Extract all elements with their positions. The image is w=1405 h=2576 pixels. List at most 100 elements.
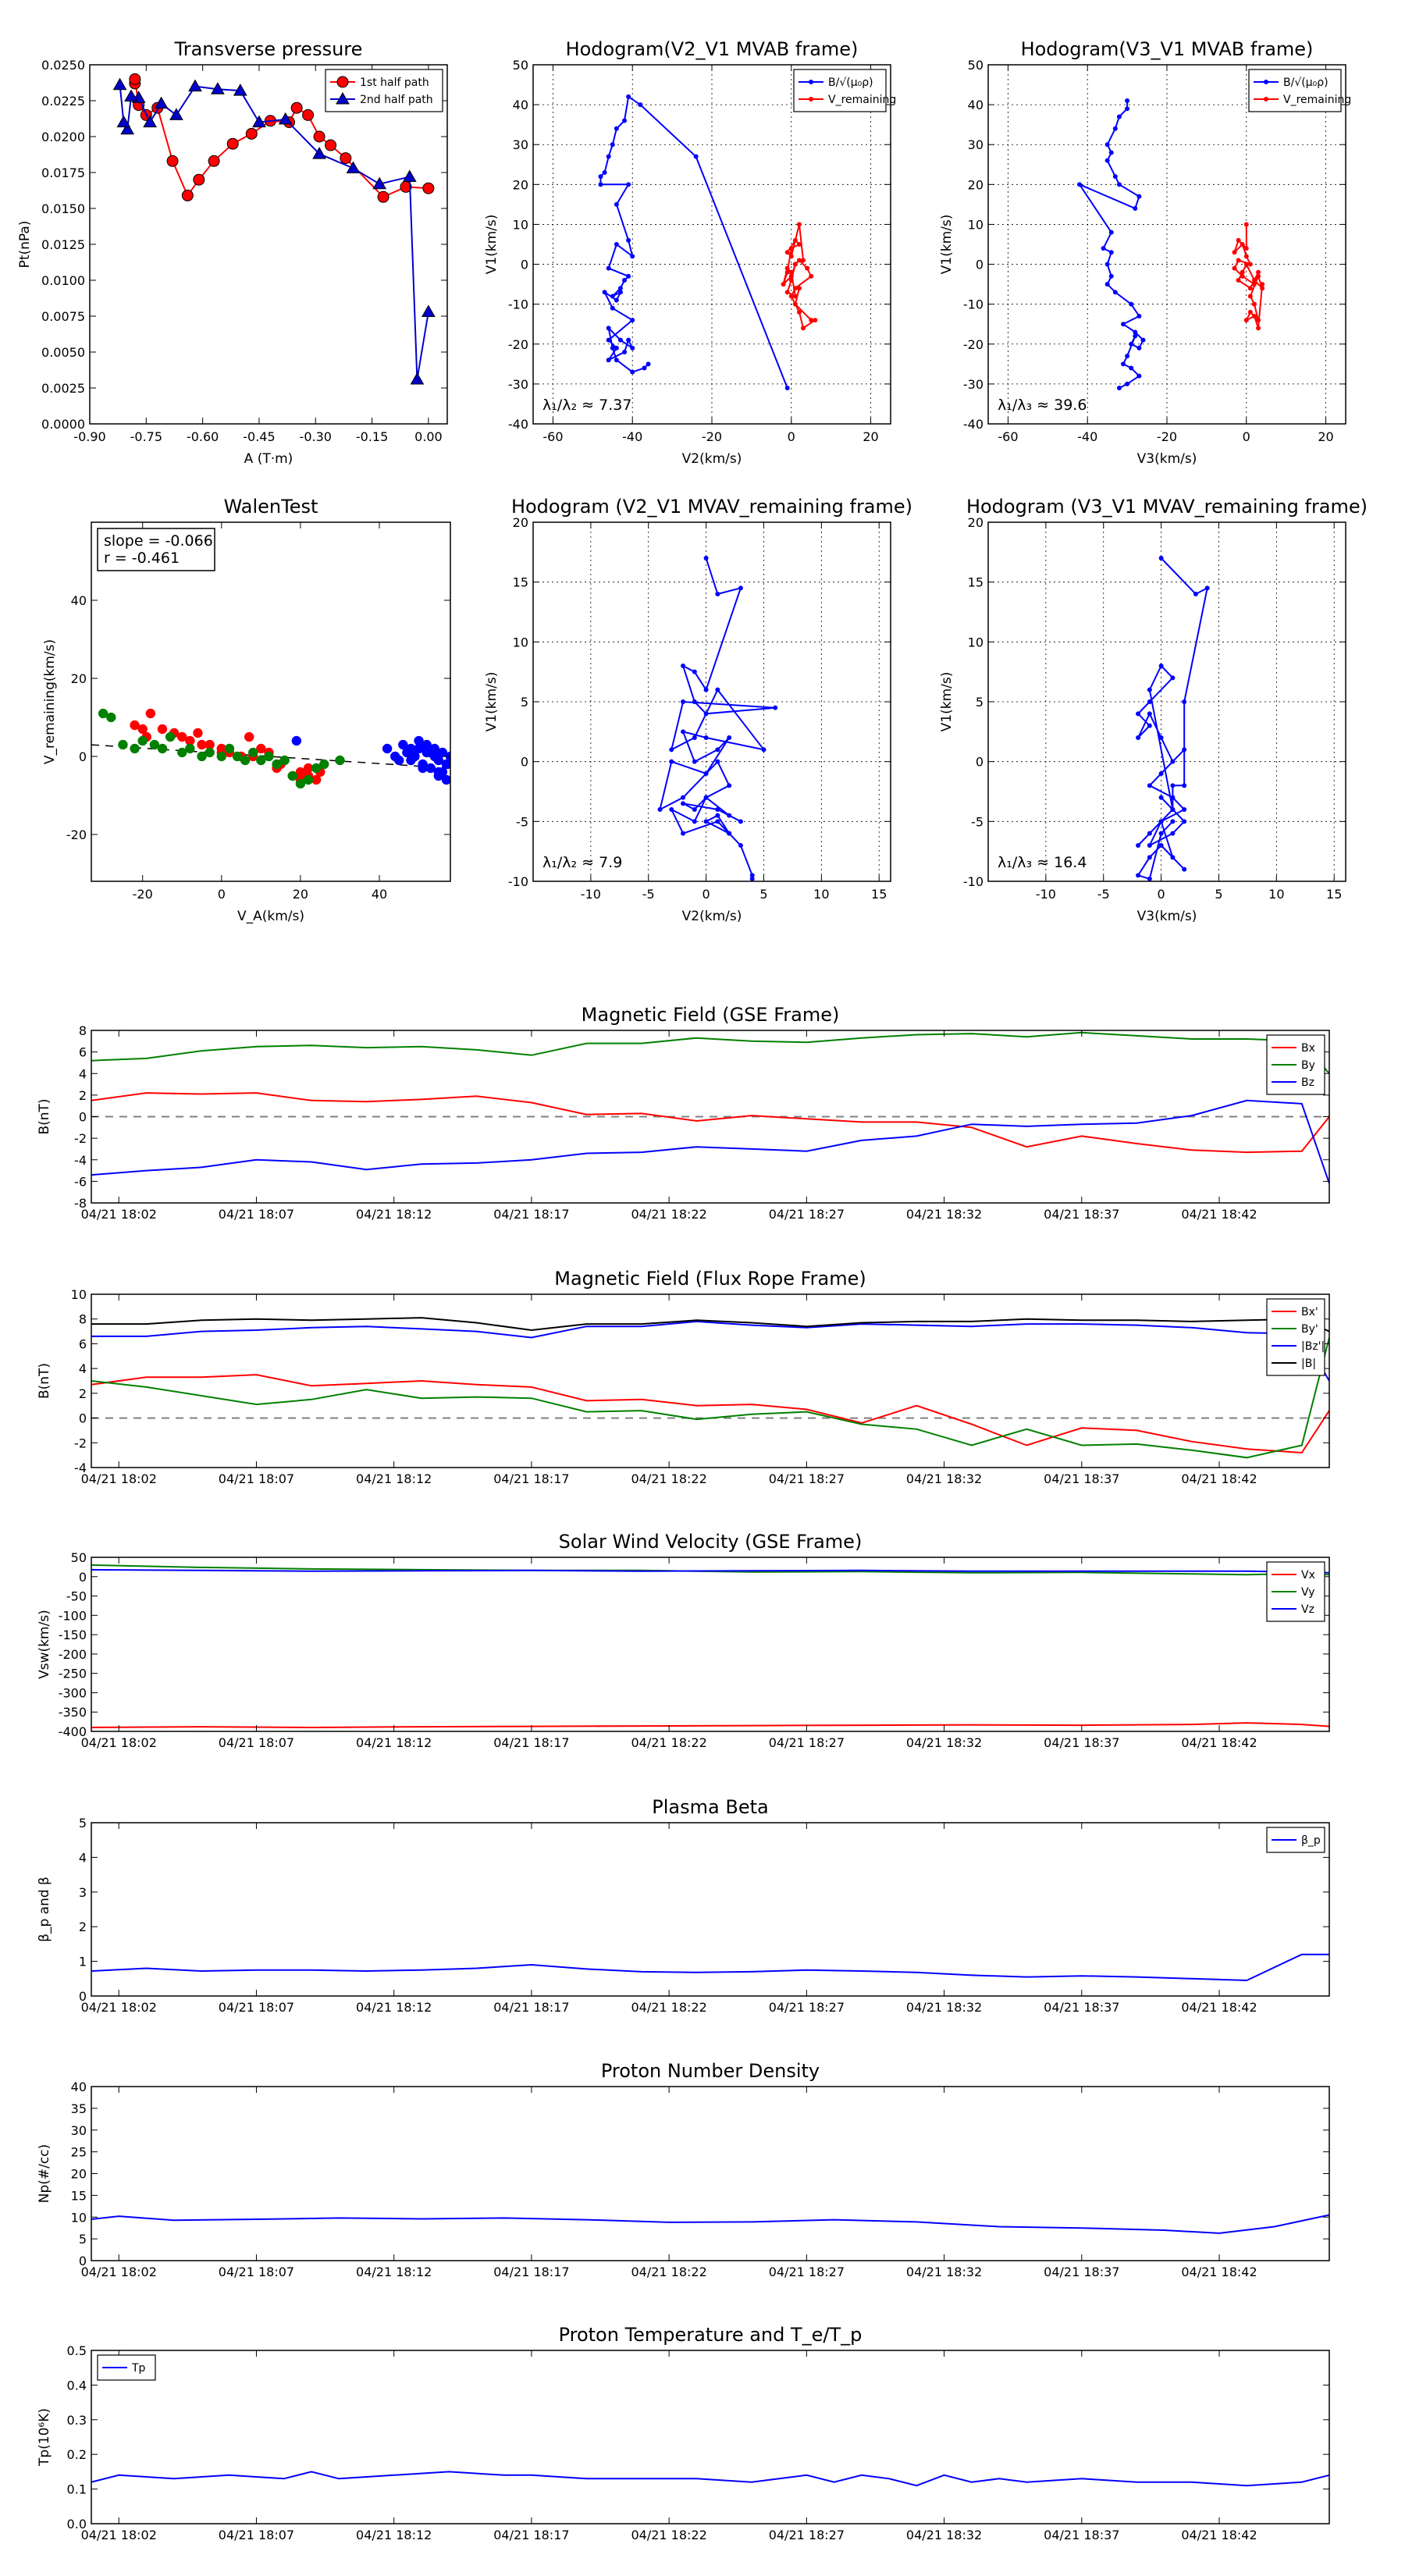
data-point-2 bbox=[1204, 585, 1210, 591]
data-point-23 bbox=[406, 743, 416, 754]
data-point-36 bbox=[630, 369, 635, 375]
data-point-20 bbox=[610, 294, 615, 299]
data-point-19 bbox=[1147, 783, 1152, 788]
legend: 1st half path 2nd half path bbox=[325, 69, 443, 112]
ytick-label: -20 bbox=[963, 337, 984, 352]
ytick-label: 10 bbox=[968, 635, 984, 649]
data-point-11 bbox=[1256, 269, 1261, 275]
ytick-label: 40 bbox=[71, 2080, 87, 2094]
y-axis-label: B(nT) bbox=[37, 1098, 52, 1134]
data-point-20 bbox=[279, 755, 290, 766]
legend-label: Bx bbox=[1301, 1042, 1315, 1055]
data-point-34 bbox=[1158, 843, 1164, 848]
xtick-label: 04/21 18:32 bbox=[906, 1471, 982, 1486]
data-point-6 bbox=[788, 246, 794, 251]
xtick-label: 04/21 18:42 bbox=[1181, 1735, 1257, 1750]
ytick-label: -100 bbox=[59, 1608, 87, 1623]
ytick-label: 20 bbox=[513, 515, 528, 530]
data-point-0 bbox=[291, 735, 302, 746]
data-point-22 bbox=[792, 286, 798, 291]
xtick-label: -40 bbox=[622, 429, 642, 444]
data-point-31 bbox=[1158, 819, 1164, 824]
data-point-17 bbox=[626, 273, 631, 279]
data-point-16 bbox=[1251, 278, 1257, 283]
ytick-label: 0.0075 bbox=[41, 309, 85, 324]
series-line bbox=[91, 1374, 1329, 1454]
data-point-1 bbox=[693, 154, 699, 159]
xtick-label: -0.45 bbox=[243, 429, 275, 444]
eigenvalue-ratio-annotation: λ₁/λ₃ ≈ 16.4 bbox=[998, 854, 1087, 871]
data-point-9 bbox=[598, 174, 603, 180]
data-point-16 bbox=[1108, 273, 1114, 279]
y-axis-label: V1(km/s) bbox=[939, 672, 955, 732]
data-point-3 bbox=[130, 743, 140, 754]
xtick-label: 0 bbox=[1243, 429, 1250, 444]
data-point-12 bbox=[614, 201, 619, 207]
data-point-19 bbox=[1129, 301, 1134, 307]
data-point-8 bbox=[1232, 265, 1237, 271]
data-point-18 bbox=[1158, 771, 1164, 776]
xtick-label: 04/21 18:02 bbox=[81, 1471, 157, 1486]
xtick-label: -60 bbox=[998, 429, 1018, 444]
data-point-28 bbox=[606, 358, 611, 363]
data-point-4 bbox=[792, 237, 798, 243]
ytick-label: 30 bbox=[71, 2123, 87, 2138]
data-point-14 bbox=[703, 735, 709, 740]
x-axis-label: A (T·m) bbox=[244, 451, 293, 467]
data-point-11 bbox=[1077, 182, 1083, 187]
xtick-label: 04/21 18:27 bbox=[769, 1207, 845, 1222]
data-point-18 bbox=[1112, 290, 1118, 295]
chart-ts4: Plasma Beta 0 1 2 3 4 5 04/21 18:02 04/21 18:07 0… bbox=[37, 1796, 1330, 2015]
legend-box bbox=[1248, 69, 1342, 112]
data-point-7 bbox=[1147, 687, 1152, 692]
chart-h1: Hodogram(V2_V1 MVAB frame) -40 -30 -20 -10 0 1… bbox=[484, 38, 896, 467]
data-point-11 bbox=[422, 739, 432, 750]
xtick-label: 04/21 18:12 bbox=[356, 2265, 432, 2279]
data-point-40 bbox=[738, 843, 743, 848]
data-point-20 bbox=[805, 265, 810, 271]
data-point-8 bbox=[208, 155, 220, 167]
data-point-9 bbox=[1170, 675, 1176, 681]
legend-label: 2nd half path bbox=[360, 94, 433, 106]
data-point-2 bbox=[1116, 114, 1122, 119]
ytick-label: 20 bbox=[71, 671, 87, 686]
data-point-15 bbox=[1243, 262, 1249, 267]
xtick-label: 04/21 18:32 bbox=[906, 2000, 982, 2015]
data-point-32 bbox=[1170, 855, 1176, 860]
xtick-label: 20 bbox=[1318, 429, 1333, 444]
data-point-26 bbox=[1133, 333, 1138, 339]
series-1 bbox=[91, 1337, 1329, 1459]
data-point-3 bbox=[1182, 699, 1187, 704]
ytick-label: 10 bbox=[513, 635, 528, 649]
xtick-label: 04/21 18:22 bbox=[631, 2000, 706, 2015]
data-point-27 bbox=[441, 759, 450, 770]
data-point-0 bbox=[336, 76, 349, 88]
data-point-29 bbox=[1129, 365, 1134, 371]
ytick-label: -8 bbox=[74, 1196, 87, 1211]
data-point-5 bbox=[166, 155, 179, 167]
data-point-22 bbox=[197, 739, 207, 750]
ytick-label: 0.4 bbox=[67, 2378, 87, 2393]
data-point-14 bbox=[1108, 250, 1114, 255]
ytick-label: -10 bbox=[508, 297, 528, 312]
series-line bbox=[91, 1320, 1329, 1382]
xtick-label: -20 bbox=[702, 429, 722, 444]
xtick-label: 20 bbox=[863, 429, 878, 444]
xtick-label: 04/21 18:42 bbox=[1181, 2265, 1257, 2279]
legend-label: β_p bbox=[1301, 1834, 1321, 1847]
ytick-label: 0 bbox=[521, 258, 528, 272]
series-1 bbox=[1232, 222, 1265, 331]
y-axis-label: B(nT) bbox=[37, 1363, 52, 1399]
data-point-17 bbox=[340, 152, 352, 165]
data-point-17 bbox=[715, 747, 720, 753]
data-point-17 bbox=[116, 115, 131, 128]
series-0 bbox=[657, 556, 778, 881]
data-point-14 bbox=[630, 254, 635, 259]
ytick-label: 0.0250 bbox=[41, 58, 85, 73]
ytick-label: -250 bbox=[59, 1667, 87, 1681]
series-1 bbox=[781, 222, 818, 331]
data-point-34 bbox=[681, 831, 686, 836]
ytick-label: 0.0175 bbox=[41, 165, 85, 180]
data-point-15 bbox=[1158, 735, 1164, 740]
data-point-33 bbox=[1182, 866, 1187, 872]
